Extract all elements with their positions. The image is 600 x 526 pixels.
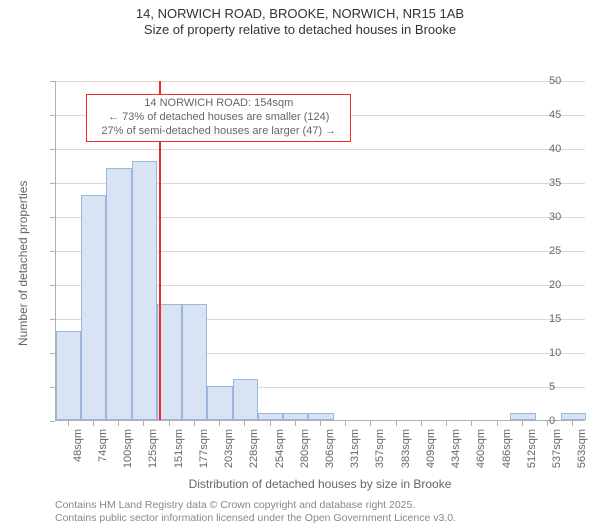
histogram-bar — [207, 386, 232, 420]
x-tick-mark — [572, 421, 573, 426]
histogram-bar — [283, 413, 308, 420]
x-tick-mark — [219, 421, 220, 426]
title-line1: 14, NORWICH ROAD, BROOKE, NORWICH, NR15 … — [0, 6, 600, 22]
y-tick-mark — [50, 353, 55, 354]
histogram-bar — [510, 413, 535, 420]
x-tick-mark — [421, 421, 422, 426]
histogram-bar — [56, 331, 81, 419]
footer-line2: Contains public sector information licen… — [55, 512, 456, 526]
annotation-line: 27% of semi-detached houses are larger (… — [92, 125, 345, 139]
x-tick-label: 48sqm — [72, 429, 84, 481]
histogram-bar — [81, 195, 106, 419]
x-tick-mark — [244, 421, 245, 426]
y-tick-mark — [50, 421, 55, 422]
x-tick-mark — [270, 421, 271, 426]
y-tick-mark — [50, 115, 55, 116]
x-tick-label: 203sqm — [223, 429, 235, 481]
attribution-footer: Contains HM Land Registry data © Crown c… — [55, 499, 456, 526]
x-tick-label: 537sqm — [551, 429, 563, 481]
y-tick-mark — [50, 217, 55, 218]
x-tick-mark — [471, 421, 472, 426]
x-tick-mark — [68, 421, 69, 426]
footer-line1: Contains HM Land Registry data © Crown c… — [55, 499, 456, 513]
y-tick-mark — [50, 183, 55, 184]
y-tick-mark — [50, 149, 55, 150]
x-tick-label: 383sqm — [400, 429, 412, 481]
histogram-bar — [182, 304, 207, 420]
y-tick-mark — [50, 319, 55, 320]
x-tick-label: 177sqm — [198, 429, 210, 481]
x-tick-mark — [446, 421, 447, 426]
x-tick-label: 434sqm — [450, 429, 462, 481]
x-tick-label: 254sqm — [274, 429, 286, 481]
y-tick-label: 45 — [549, 109, 596, 121]
histogram-bar — [106, 168, 131, 420]
y-tick-label: 20 — [549, 279, 596, 291]
y-axis-title: Number of detached properties — [16, 180, 30, 345]
x-tick-label: 512sqm — [526, 429, 538, 481]
histogram-bar — [132, 161, 157, 419]
x-tick-mark — [522, 421, 523, 426]
x-tick-mark — [143, 421, 144, 426]
x-tick-label: 280sqm — [299, 429, 311, 481]
x-tick-mark — [547, 421, 548, 426]
x-tick-mark — [320, 421, 321, 426]
x-tick-label: 460sqm — [475, 429, 487, 481]
chart-title-block: 14, NORWICH ROAD, BROOKE, NORWICH, NR15 … — [0, 0, 600, 39]
y-tick-label: 15 — [549, 313, 596, 325]
x-tick-label: 125sqm — [147, 429, 159, 481]
title-line2: Size of property relative to detached ho… — [0, 22, 600, 38]
annotation-line: ← 73% of detached houses are smaller (12… — [92, 111, 345, 125]
x-tick-label: 409sqm — [425, 429, 437, 481]
histogram-bar — [308, 413, 333, 420]
x-tick-label: 74sqm — [97, 429, 109, 481]
x-tick-label: 306sqm — [324, 429, 336, 481]
y-tick-mark — [50, 251, 55, 252]
y-tick-label: 30 — [549, 211, 596, 223]
x-tick-mark — [497, 421, 498, 426]
x-tick-mark — [169, 421, 170, 426]
x-tick-label: 100sqm — [122, 429, 134, 481]
x-tick-mark — [370, 421, 371, 426]
x-tick-mark — [93, 421, 94, 426]
gridline — [56, 149, 585, 150]
y-tick-label: 10 — [549, 347, 596, 359]
x-tick-mark — [295, 421, 296, 426]
y-tick-label: 40 — [549, 143, 596, 155]
plot-area: 14 NORWICH ROAD: 154sqm← 73% of detached… — [55, 81, 585, 421]
x-tick-mark — [118, 421, 119, 426]
histogram-bar — [258, 413, 283, 420]
y-tick-label: 50 — [549, 75, 596, 87]
x-tick-mark — [345, 421, 346, 426]
y-tick-mark — [50, 81, 55, 82]
x-tick-mark — [194, 421, 195, 426]
x-tick-mark — [396, 421, 397, 426]
x-tick-label: 357sqm — [374, 429, 386, 481]
annotation-box: 14 NORWICH ROAD: 154sqm← 73% of detached… — [86, 94, 351, 142]
x-tick-label: 331sqm — [349, 429, 361, 481]
x-tick-label: 228sqm — [248, 429, 260, 481]
y-tick-label: 5 — [549, 381, 596, 393]
x-tick-label: 151sqm — [173, 429, 185, 481]
y-tick-label: 25 — [549, 245, 596, 257]
y-tick-mark — [50, 285, 55, 286]
annotation-line: 14 NORWICH ROAD: 154sqm — [92, 97, 345, 111]
x-tick-label: 563sqm — [576, 429, 588, 481]
y-tick-mark — [50, 387, 55, 388]
x-tick-label: 486sqm — [501, 429, 513, 481]
histogram-bar — [233, 379, 258, 420]
y-tick-label: 35 — [549, 177, 596, 189]
gridline — [56, 81, 585, 82]
